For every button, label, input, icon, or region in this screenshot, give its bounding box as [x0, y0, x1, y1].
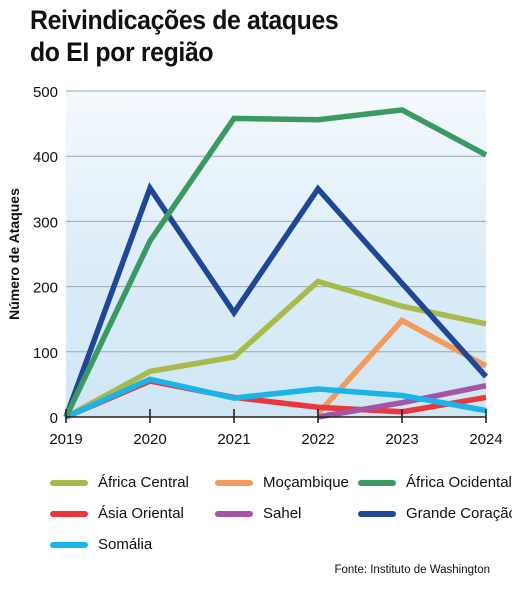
y-tick-label: 500: [33, 84, 58, 101]
source-note: Fonte: Instituto de Washington: [334, 564, 490, 576]
chart-title: Reivindicações de ataques do EI por regi…: [30, 4, 462, 68]
chart-title-line-2: do EI por região: [30, 37, 214, 67]
x-tick-label: 2023: [385, 431, 418, 448]
chart-title-line-1: Reivindicações de ataques: [30, 5, 339, 35]
x-tick-label: 2020: [133, 431, 166, 448]
x-tick-label: 2022: [301, 431, 334, 448]
series-line-africa-central: [64, 278, 487, 420]
series-line-somalia: [64, 376, 487, 420]
y-tick-label: 200: [33, 280, 58, 297]
x-tick-label: 2021: [217, 431, 250, 448]
x-tick-label: 2024: [469, 431, 502, 448]
series-line-mocambique: [315, 317, 488, 416]
y-tick-label: 300: [33, 214, 58, 231]
y-tick-label: 0: [50, 410, 58, 427]
y-tick-label: 400: [33, 149, 58, 166]
y-tick-label: 100: [33, 345, 58, 362]
x-tick-label: 2019: [49, 431, 82, 448]
y-axis-label: Número de Ataques: [6, 188, 22, 320]
series-line-grande-coracao: [63, 182, 489, 418]
series-line-africa-ocidental: [63, 107, 488, 419]
series-line-sahel: [317, 383, 487, 420]
